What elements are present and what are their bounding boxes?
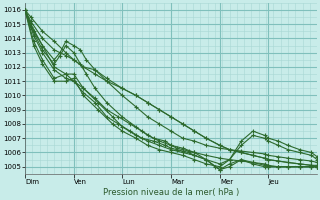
- X-axis label: Pression niveau de la mer( hPa ): Pression niveau de la mer( hPa ): [103, 188, 239, 197]
